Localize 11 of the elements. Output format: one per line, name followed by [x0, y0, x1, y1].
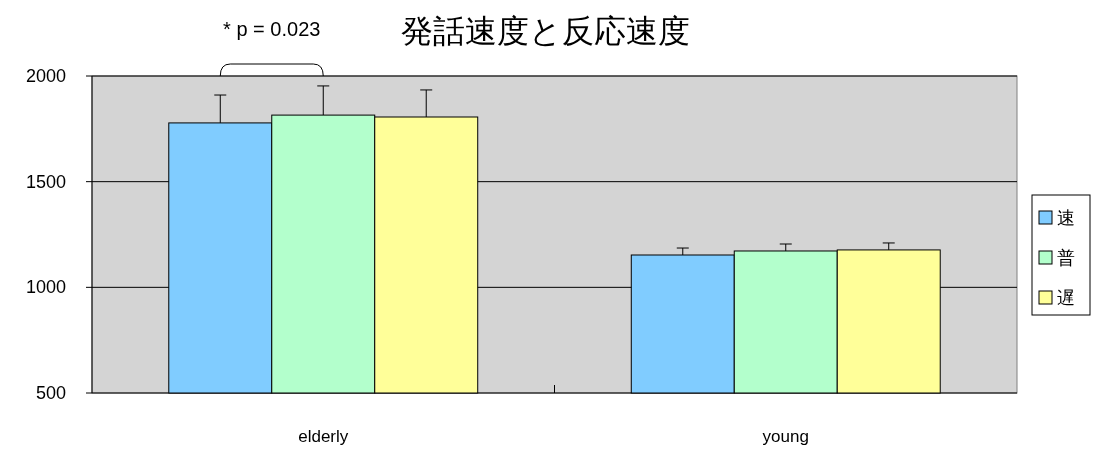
x-tick-label: young: [762, 427, 809, 446]
y-tick-label: 2000: [25, 66, 66, 86]
y-tick-label: 500: [35, 383, 66, 403]
text: * p = 0.023: [223, 18, 321, 40]
y-tick-label: 1000: [25, 277, 66, 298]
legend-label: 速: [1057, 208, 1075, 228]
legend-label: 遅: [1057, 288, 1075, 308]
legend-label: 普: [1057, 248, 1075, 268]
y-tick-label: 1500: [25, 171, 66, 192]
x-tick-label: elderly: [298, 427, 349, 446]
chart-title: 発話速度と反応速度: [400, 13, 690, 49]
